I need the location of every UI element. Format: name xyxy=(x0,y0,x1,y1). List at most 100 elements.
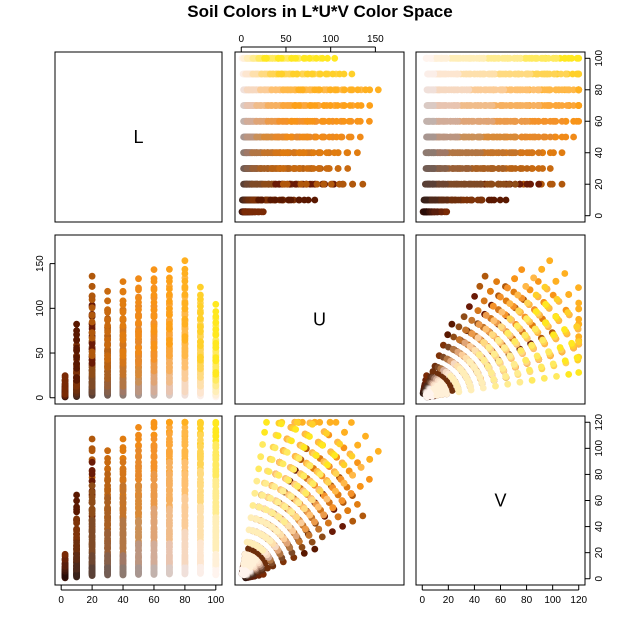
data-point xyxy=(166,528,173,536)
data-point xyxy=(504,284,511,292)
data-point xyxy=(442,196,450,204)
data-point xyxy=(181,540,189,548)
data-point xyxy=(436,86,444,94)
data-point xyxy=(495,357,503,365)
data-point xyxy=(150,563,158,571)
data-point xyxy=(312,54,320,62)
data-point xyxy=(88,435,96,443)
data-point xyxy=(448,320,456,328)
data-point xyxy=(150,528,158,536)
data-point xyxy=(166,540,173,548)
data-point xyxy=(304,196,312,204)
data-point xyxy=(546,257,554,265)
data-point xyxy=(546,165,554,172)
data-point xyxy=(212,502,220,509)
panel-V-vs-L xyxy=(61,418,220,582)
data-point xyxy=(336,70,344,78)
data-point xyxy=(323,70,330,78)
data-point xyxy=(558,86,566,94)
data-point xyxy=(287,133,295,141)
data-point xyxy=(542,300,549,308)
data-point xyxy=(181,333,189,340)
data-point xyxy=(453,180,461,188)
data-point xyxy=(88,517,96,524)
data-point xyxy=(150,540,158,548)
data-point xyxy=(481,272,489,280)
data-point xyxy=(319,54,326,62)
data-point xyxy=(540,54,548,62)
data-point xyxy=(438,208,446,216)
data-point xyxy=(323,165,331,172)
data-point xyxy=(88,482,96,489)
data-point xyxy=(181,557,189,565)
data-point xyxy=(517,347,525,354)
data-point xyxy=(315,165,323,172)
data-point xyxy=(327,180,335,188)
data-point xyxy=(197,295,204,303)
data-point xyxy=(150,458,158,466)
data-point xyxy=(453,133,461,141)
data-point xyxy=(516,54,524,62)
data-point xyxy=(310,149,317,157)
data-point xyxy=(329,528,336,535)
data-point xyxy=(529,117,536,125)
data-point xyxy=(558,102,566,109)
data-point xyxy=(166,435,173,443)
data-point xyxy=(212,514,220,522)
panel-frame-L-vs-U xyxy=(234,51,405,223)
data-point xyxy=(550,70,558,78)
data-point xyxy=(465,149,473,157)
data-point xyxy=(88,283,96,290)
data-point xyxy=(511,338,519,345)
data-point xyxy=(283,149,291,157)
data-point xyxy=(485,196,493,204)
data-point xyxy=(535,102,543,109)
data-point xyxy=(479,384,487,392)
data-point xyxy=(336,180,343,188)
data-point xyxy=(475,321,483,328)
data-point xyxy=(197,315,204,322)
data-point xyxy=(530,274,538,282)
data-point xyxy=(150,435,158,443)
data-point xyxy=(197,283,204,291)
data-point xyxy=(496,196,504,204)
data-point xyxy=(212,538,220,546)
data-point xyxy=(135,299,142,306)
data-point xyxy=(197,563,204,571)
data-point xyxy=(575,70,583,78)
data-point xyxy=(425,133,433,141)
data-point xyxy=(119,470,127,478)
data-point xyxy=(490,70,498,78)
data-point xyxy=(150,418,158,426)
data-point xyxy=(425,149,433,157)
data-point xyxy=(553,295,561,303)
data-point xyxy=(88,557,96,565)
data-point xyxy=(550,331,557,339)
data-point xyxy=(477,149,484,157)
data-point xyxy=(73,539,80,547)
data-point xyxy=(135,286,142,294)
data-point xyxy=(135,328,142,336)
data-point xyxy=(104,563,111,571)
data-point xyxy=(135,447,142,455)
data-point xyxy=(119,322,127,329)
data-point xyxy=(465,86,473,94)
data-point xyxy=(311,196,319,204)
data-point xyxy=(477,102,484,109)
data-point xyxy=(490,317,498,325)
data-point xyxy=(430,86,438,94)
data-point xyxy=(119,563,127,571)
data-point xyxy=(553,373,560,380)
data-point xyxy=(258,196,265,204)
data-point xyxy=(135,528,142,536)
data-point xyxy=(485,344,493,351)
data-point xyxy=(542,319,549,327)
data-point xyxy=(541,86,549,94)
data-point xyxy=(73,497,80,505)
data-point xyxy=(487,369,495,376)
data-point xyxy=(212,465,220,473)
data-point xyxy=(212,526,220,534)
data-point xyxy=(150,470,158,478)
data-point xyxy=(297,180,305,188)
data-point xyxy=(119,505,127,513)
